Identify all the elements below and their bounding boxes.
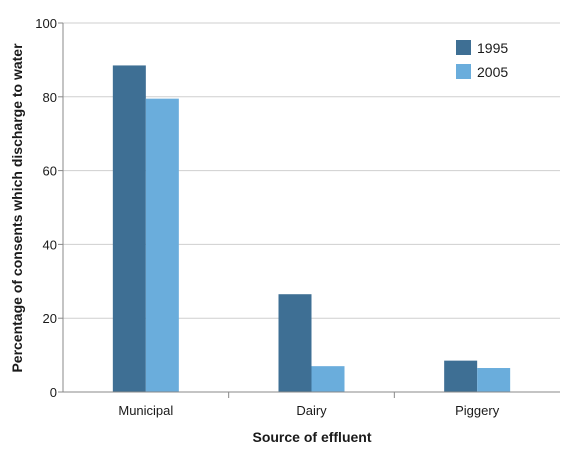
x-ticks: Municipal Dairy Piggery: [118, 392, 500, 418]
legend: 1995 2005: [456, 40, 508, 80]
y-tick-label: 60: [43, 164, 57, 179]
x-tick-label: Piggery: [455, 403, 500, 418]
legend-label-2005: 2005: [477, 64, 508, 80]
y-tick-label: 0: [50, 385, 57, 400]
y-tick-label: 20: [43, 311, 57, 326]
bar-piggery-2005: [477, 368, 511, 392]
y-axis-title: Percentage of consents which discharge t…: [9, 43, 25, 373]
x-axis-title: Source of effluent: [252, 429, 371, 445]
y-tick-label: 100: [35, 16, 57, 31]
y-ticks: 0 20 40 60 80 100: [35, 16, 63, 400]
bar-dairy-1995: [278, 294, 312, 392]
bar-piggery-1995: [444, 360, 478, 392]
bar-municipal-1995: [112, 65, 146, 392]
axes: [62, 23, 560, 393]
legend-swatch-1995: [456, 40, 471, 55]
legend-label-1995: 1995: [477, 40, 508, 56]
bars: [112, 65, 511, 393]
bar-municipal-2005: [145, 98, 179, 393]
y-tick-label: 80: [43, 90, 57, 105]
x-tick-label: Dairy: [296, 403, 327, 418]
x-tick-label: Municipal: [118, 403, 173, 418]
y-tick-label: 40: [43, 237, 57, 252]
bar-dairy-2005: [311, 366, 345, 392]
legend-swatch-2005: [456, 64, 471, 79]
